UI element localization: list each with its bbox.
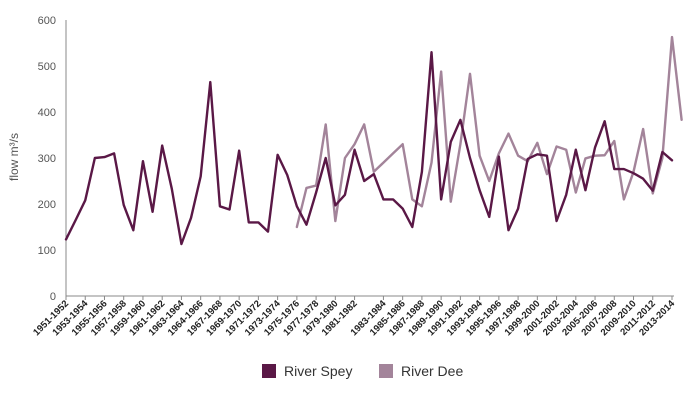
y-tick-label: 400 xyxy=(38,107,56,119)
x-axis: 1951-19521953-19541955-19561957-19581959… xyxy=(31,295,678,338)
y-tick-label: 500 xyxy=(38,61,56,73)
series-line-river-spey xyxy=(64,51,674,246)
y-axis-title: flow m³/s xyxy=(7,133,21,181)
y-tick-label: 300 xyxy=(38,153,56,165)
legend-swatch xyxy=(262,364,276,378)
series-layer xyxy=(64,35,683,246)
legend-swatch xyxy=(379,364,393,378)
y-tick-label: 0 xyxy=(50,291,56,303)
series-line-river-dee xyxy=(295,35,683,229)
y-axis: 0 100 200 300 400 500 600 xyxy=(38,15,67,303)
y-tick-label: 600 xyxy=(38,15,56,27)
legend-label: River Dee xyxy=(401,363,463,379)
legend-label: River Spey xyxy=(284,363,352,379)
legend: River Spey River Dee xyxy=(262,363,463,379)
y-tick-label: 200 xyxy=(38,199,56,211)
y-tick-label: 100 xyxy=(38,245,56,257)
